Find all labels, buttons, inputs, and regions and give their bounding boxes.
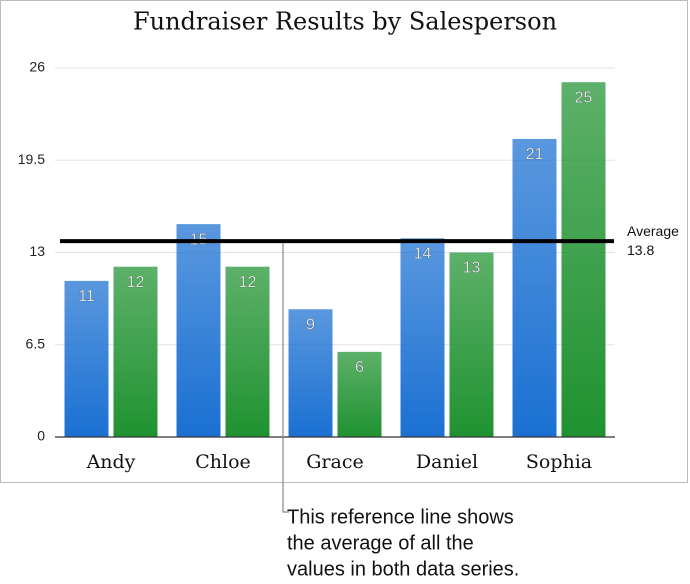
data-label: 13 (463, 260, 481, 277)
callout-line (282, 243, 289, 513)
bar (113, 266, 158, 437)
chart-title: Fundraiser Results by Salesperson (133, 8, 557, 36)
y-tick-label: 6.5 (26, 335, 46, 351)
x-tick-label: Andy (86, 451, 136, 473)
reference-label: Average (627, 223, 679, 239)
y-tick-label: 13 (29, 243, 45, 259)
bar (288, 309, 333, 437)
data-label: 6 (355, 359, 364, 376)
annotation-line: the average of all the (287, 532, 474, 554)
y-tick-label: 26 (29, 59, 45, 75)
y-tick-label: 19.5 (18, 151, 45, 167)
annotation-line: This reference line shows (287, 506, 514, 528)
bar (64, 280, 109, 437)
annotation-line: values in both data series. (287, 558, 519, 580)
bar (225, 266, 270, 437)
bar (176, 224, 221, 437)
y-tick-label: 0 (37, 428, 45, 444)
data-label: 12 (239, 274, 257, 291)
data-label: 11 (78, 288, 95, 305)
x-tick-label: Sophia (526, 451, 592, 473)
data-label: 25 (575, 89, 593, 106)
x-tick-label: Grace (306, 451, 363, 473)
x-tick-label: Daniel (416, 451, 478, 473)
x-tick-label: Chloe (195, 451, 251, 473)
reference-value: 13.8 (627, 242, 654, 258)
bar (449, 252, 494, 437)
data-label: 21 (526, 146, 544, 163)
bar (400, 238, 445, 437)
data-label: 9 (306, 316, 315, 333)
bar (561, 82, 606, 437)
data-label: 14 (414, 246, 432, 263)
bar (512, 138, 557, 437)
bar (337, 351, 382, 437)
data-label: 12 (127, 274, 145, 291)
